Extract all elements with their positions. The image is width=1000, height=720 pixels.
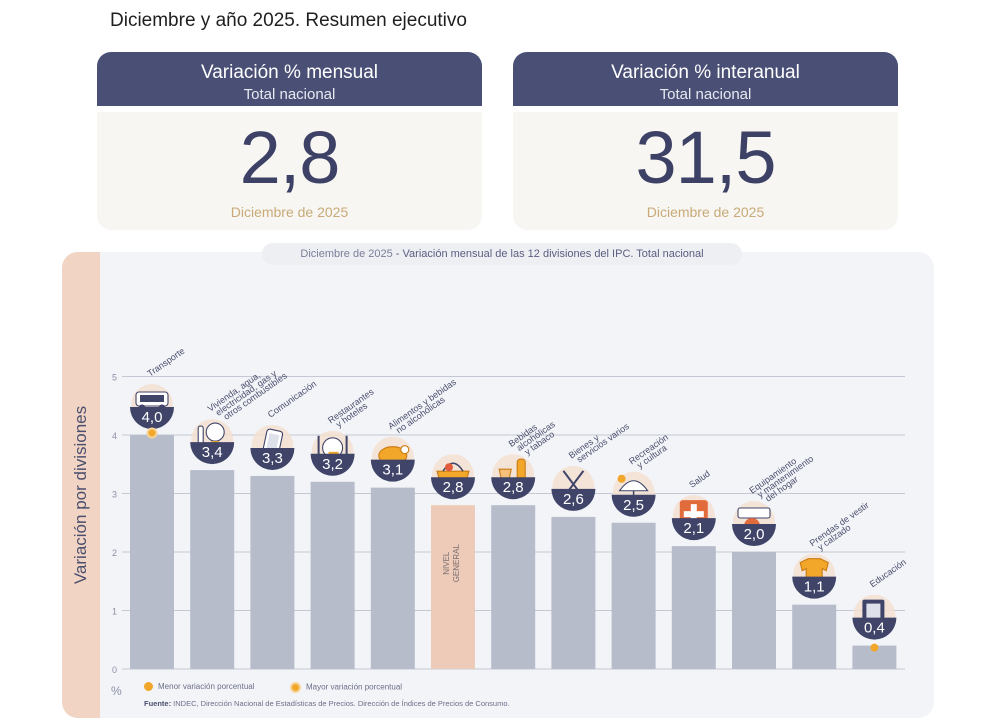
bar-general: [431, 505, 475, 669]
data-label: 0,4: [864, 620, 885, 637]
legend-min-dot: [144, 682, 153, 692]
y-tick-label: 2: [112, 548, 117, 558]
bar-inner-label: NIVEL: [442, 551, 451, 575]
data-label: 1,1: [804, 579, 825, 596]
value-badge: [551, 488, 596, 511]
bar: [190, 470, 235, 669]
legend-min: Menor variación porcentual: [144, 682, 255, 692]
value-badge: [431, 477, 475, 500]
y-unit-label: %: [111, 684, 122, 698]
value-badge: [310, 453, 355, 476]
bar: [671, 546, 716, 669]
source-note: Fuente: INDEC, Dirección Nacional de Est…: [144, 699, 510, 708]
source-label: Fuente:: [144, 699, 172, 708]
bar: [551, 516, 596, 669]
bar: [852, 645, 897, 669]
kpi-date: Diciembre de 2025: [646, 204, 765, 220]
data-label: 3,1: [382, 462, 403, 479]
kpi-header: Variación % mensual Total nacional: [97, 52, 482, 106]
data-label: 2,8: [503, 479, 524, 496]
value-badge: [370, 459, 415, 482]
kpi-body: 2,8 Diciembre de 2025: [97, 112, 482, 230]
kpi-title: Variación % interanual: [611, 62, 800, 83]
y-tick-label: 3: [112, 490, 117, 500]
value-badge: [611, 494, 656, 517]
category-label: Educación: [868, 557, 908, 589]
kpi-value: 2,8: [239, 116, 341, 199]
data-label: 2,8: [443, 479, 464, 496]
kpi-subtitle: Total nacional: [659, 86, 752, 103]
kpi-subtitle: Total nacional: [243, 86, 336, 103]
value-badge: [250, 447, 295, 470]
umbrella-icon: [617, 474, 649, 503]
kpi-card-yearly: Variación % interanual Total nacional 31…: [513, 52, 898, 230]
value-badge: [732, 524, 776, 546]
chart-title-date: Diciembre de 2025: [300, 248, 393, 260]
data-label: 3,3: [262, 450, 283, 467]
data-label: 2,5: [623, 497, 644, 514]
bar: [792, 604, 837, 669]
bar: [370, 487, 415, 669]
kpi-card-monthly: Variación % mensual Total nacional 2,8 D…: [97, 52, 482, 230]
y-tick-label: 4: [112, 431, 117, 441]
bar: [732, 552, 776, 669]
bar: [310, 481, 355, 669]
value-badge: [491, 477, 536, 500]
data-label: 4,0: [142, 409, 163, 426]
value-badge: [130, 407, 174, 429]
bar: [130, 435, 174, 669]
legend-max: Mayor variación porcentual: [290, 682, 402, 693]
bar: [611, 522, 656, 669]
y-axis-strip: [62, 252, 100, 718]
bar-inner-label: GENERAL: [452, 544, 461, 583]
kpi-value: 31,5: [635, 116, 776, 199]
legend-max-dot: [290, 682, 301, 693]
value-badge: [792, 576, 837, 599]
page-title: Diciembre y año 2025. Resumen ejecutivo: [110, 10, 467, 31]
data-label: 2,0: [744, 526, 765, 543]
kpi-title: Variación % mensual: [200, 62, 379, 83]
category-label: Prendas de vestir: [808, 500, 871, 548]
source-text: INDEC, Dirección Nacional de Estadística…: [171, 699, 510, 708]
data-label: 2,6: [563, 491, 584, 508]
chart-title-text: - Variación mensual de las 12 divisiones…: [392, 248, 704, 260]
y-tick-label: 5: [112, 373, 117, 383]
chart-title: Diciembre de 2025 - Variación mensual de…: [262, 243, 742, 265]
legend-min-label: Menor variación porcentual: [158, 682, 255, 691]
min-marker: [870, 643, 879, 652]
data-label: 3,2: [322, 456, 343, 473]
data-label: 2,1: [683, 520, 704, 537]
category-label: Salud: [687, 468, 712, 489]
data-label: 3,4: [202, 444, 223, 461]
y-tick-label: 0: [112, 665, 117, 675]
kpi-header: Variación % interanual Total nacional: [513, 52, 898, 106]
value-badge: [671, 518, 716, 541]
legend-max-label: Mayor variación porcentual: [306, 682, 403, 692]
bar: [250, 475, 295, 669]
kpi-date: Diciembre de 2025: [230, 204, 349, 220]
bar: [491, 505, 536, 669]
category-label: Alimentos y bebidas: [386, 377, 458, 432]
max-marker: [146, 427, 158, 439]
kpi-body: 31,5 Diciembre de 2025: [513, 112, 898, 230]
y-tick-label: 1: [112, 607, 117, 617]
category-label: Transporte: [145, 346, 186, 379]
value-badge: [852, 617, 897, 640]
value-badge: [190, 442, 235, 465]
